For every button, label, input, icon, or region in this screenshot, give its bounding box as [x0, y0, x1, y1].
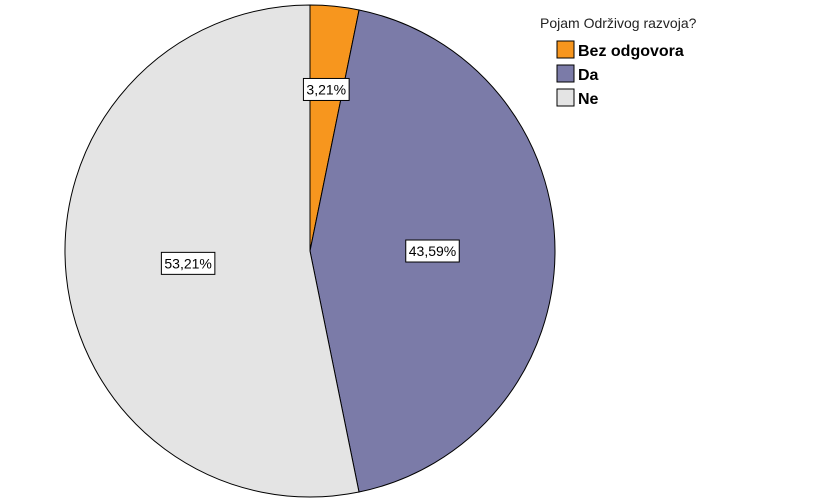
legend-title: Pojam Održivog razvoja? — [540, 15, 697, 31]
data-label-ne: 53,21% — [160, 251, 216, 275]
legend-label-bez-odgovora: Bez odgovora — [578, 43, 684, 60]
legend-swatch-ne — [556, 88, 575, 107]
data-label-text: 3,21% — [306, 81, 346, 97]
data-label-box — [160, 251, 216, 275]
data-label-text: 53,21% — [164, 255, 211, 271]
data-label-bez-odgovora: 3,21% — [302, 77, 350, 101]
legend-swatch-da — [556, 64, 575, 83]
data-label-box — [302, 77, 350, 101]
legend-swatch-bez-odgovora — [556, 40, 575, 59]
data-label-da: 43,59% — [405, 239, 460, 263]
legend-label-ne: Ne — [578, 91, 599, 108]
legend-label-da: Da — [578, 67, 599, 84]
data-label-box — [405, 239, 460, 263]
legend: Pojam Održivog razvoja? Bez odgovora Da Ne — [540, 15, 697, 108]
pie-data-labels: 3,21% 43,59% 53,21% — [160, 77, 460, 275]
pie-slice-ne — [64, 4, 360, 498]
data-label-text: 43,59% — [409, 243, 456, 259]
